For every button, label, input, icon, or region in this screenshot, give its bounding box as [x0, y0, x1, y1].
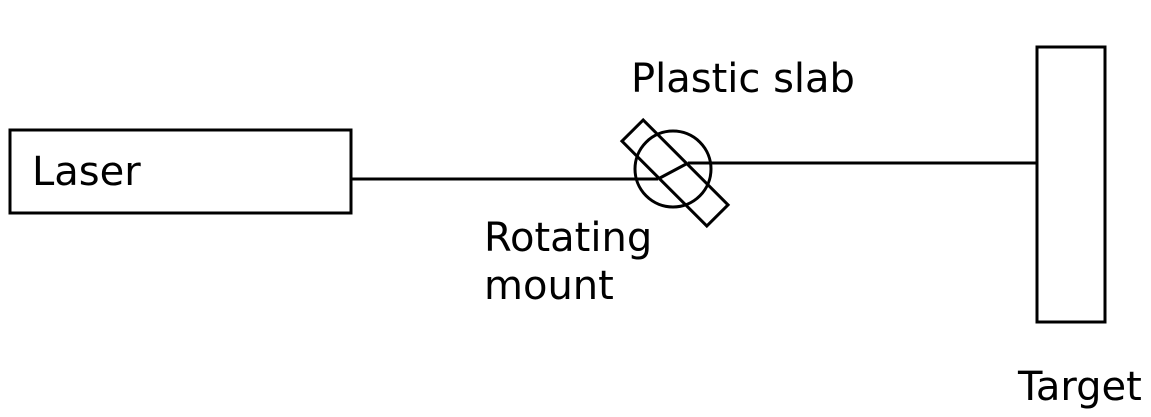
plastic-slab [619, 117, 731, 229]
rotating-mount-label-line2: mount [484, 263, 614, 309]
laser-label: Laser [32, 149, 141, 195]
target-box [1035, 45, 1107, 324]
target-label: Target [1017, 364, 1142, 410]
laser-box [8, 128, 353, 215]
plastic-slab-label: Plastic slab [631, 56, 855, 102]
rotating-mount [633, 129, 713, 209]
rotating-mount-label-line1: Rotating [484, 215, 652, 261]
refracted-beam [657, 161, 689, 181]
